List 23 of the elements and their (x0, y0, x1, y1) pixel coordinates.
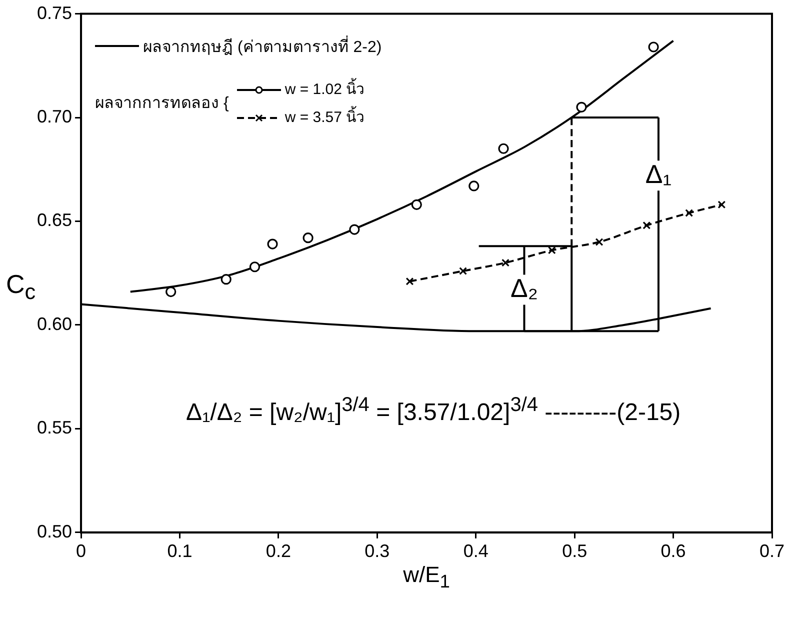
x-tick-label: 0.3 (364, 541, 390, 562)
x-tick-label: 0 (76, 541, 86, 562)
legend-label: w = 3.57 นิ้ว (284, 108, 364, 126)
y-tick-label: 0.50 (36, 521, 72, 542)
x-tick-label: 0.6 (660, 541, 686, 562)
y-axis-title: C$_{c}$ (6, 268, 36, 305)
x-axis-title: w/E$_{1}$ (402, 562, 451, 593)
legend-label: ผลจากทฤษฎี (ค่าตามตารางที่ 2-2) (143, 34, 382, 58)
annotation: Δ₂ (510, 272, 538, 303)
y-tick-label: 0.70 (36, 106, 72, 126)
x-tick-label: 0.4 (463, 541, 488, 562)
x-tick-label: 0.2 (266, 541, 291, 562)
y-tick-label: 0.65 (36, 210, 72, 230)
x-tick-label: 0.1 (167, 541, 192, 562)
y-tick-label: 0.75 (36, 2, 72, 23)
x-tick-label: 0.5 (562, 541, 588, 562)
legend-title: ผลจากการทดลอง { (95, 94, 229, 114)
annotation: Δ₁/Δ₂ = [w₂/w₁]$^{3/4}$ = [3.57/1.02]$^{3/4}$ ---------(2-15) (186, 394, 681, 427)
y-tick-label: 0.60 (36, 314, 72, 334)
legend-label: w = 1.02 นิ้ว (284, 80, 364, 98)
annotation: Δ₁ (645, 158, 672, 189)
x-tick-label: 0.7 (759, 541, 785, 562)
y-tick-label: 0.55 (36, 418, 72, 438)
